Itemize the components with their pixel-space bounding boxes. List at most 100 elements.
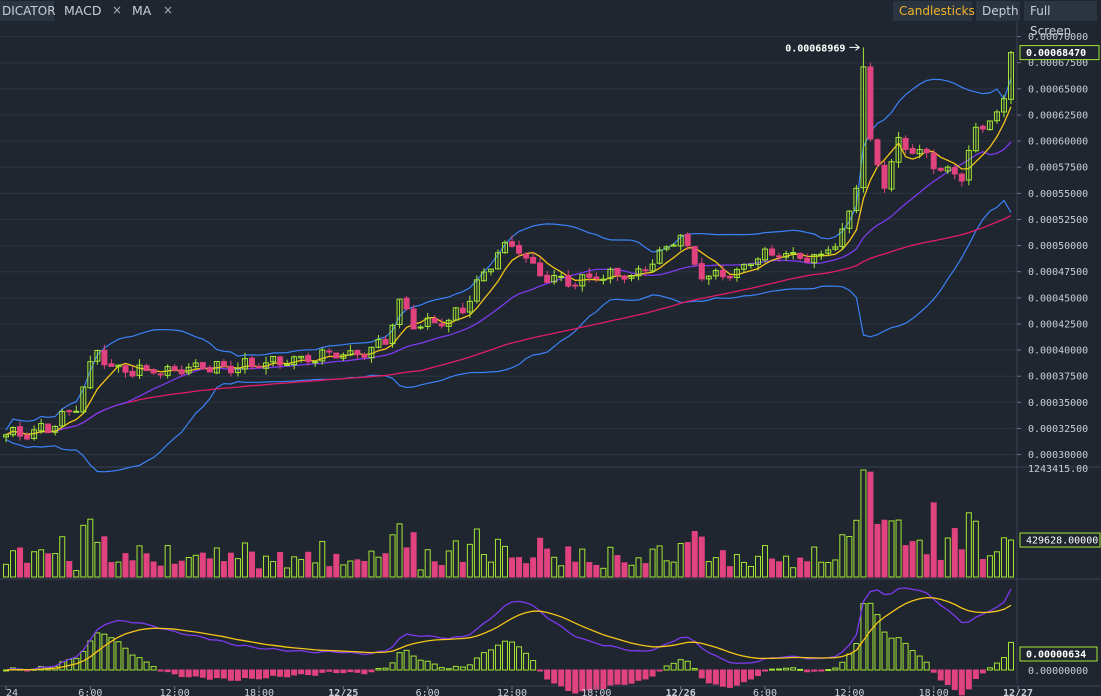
candle-body bbox=[431, 318, 438, 324]
macd-hist-bar bbox=[621, 669, 628, 685]
volume-bar bbox=[776, 561, 783, 578]
candle-body bbox=[783, 253, 790, 258]
candle-body bbox=[80, 386, 87, 413]
volume-bar bbox=[178, 560, 185, 578]
candle-body bbox=[544, 274, 551, 283]
volume-bar bbox=[340, 564, 347, 578]
candle-body bbox=[656, 249, 663, 264]
macd-hist-bar bbox=[607, 669, 614, 686]
candle-body bbox=[523, 253, 530, 259]
macd-hist-bar bbox=[642, 669, 649, 680]
candle-body bbox=[586, 273, 593, 278]
volume-bar bbox=[87, 518, 94, 578]
macd-hist-bar bbox=[628, 669, 635, 684]
time-tick-label: 12/25 bbox=[328, 688, 358, 696]
macd-hist-bar bbox=[895, 637, 902, 671]
volume-bar bbox=[698, 536, 705, 578]
volume-bar bbox=[417, 569, 424, 578]
volume-bar bbox=[445, 550, 452, 578]
candle-body bbox=[516, 245, 523, 254]
bollinger-lower-line bbox=[5, 199, 1012, 473]
candle-body bbox=[993, 111, 1000, 122]
volume-bar bbox=[895, 519, 902, 578]
volume-bar bbox=[375, 556, 382, 578]
candle-body bbox=[220, 361, 227, 367]
macd-hist-bar bbox=[677, 659, 684, 671]
candle-body bbox=[157, 373, 164, 376]
macd-hist-bar bbox=[108, 637, 115, 671]
volume-bar bbox=[143, 553, 150, 578]
candle-body bbox=[206, 367, 213, 373]
volume-bar bbox=[164, 545, 171, 578]
candlesticks-button[interactable]: Candlesticks bbox=[893, 1, 975, 21]
macd-hist-bar bbox=[825, 669, 832, 672]
macd-hist-bar bbox=[726, 669, 733, 688]
candle-body bbox=[797, 252, 804, 259]
candle-body bbox=[284, 363, 291, 366]
price-tick-label: 0.00055000 bbox=[1028, 189, 1088, 200]
volume-bar bbox=[305, 551, 312, 578]
volume-bar bbox=[853, 519, 860, 578]
macd-hist-bar bbox=[192, 669, 199, 677]
volume-bar bbox=[199, 552, 206, 578]
candle-body bbox=[234, 367, 241, 374]
candle-body bbox=[909, 147, 916, 154]
volume-bar bbox=[790, 567, 797, 578]
volume-bar bbox=[621, 562, 628, 578]
volume-bar bbox=[361, 560, 368, 578]
volume-bar bbox=[691, 531, 698, 578]
candle-body bbox=[101, 349, 108, 366]
close-ma-icon[interactable]: × bbox=[163, 3, 174, 17]
candle-body bbox=[986, 120, 993, 131]
volume-bar bbox=[783, 555, 790, 578]
candle-body bbox=[368, 346, 375, 359]
macd-hist-bar bbox=[762, 669, 769, 672]
depth-button[interactable]: Depth bbox=[976, 1, 1020, 21]
macd-hist-bar bbox=[284, 669, 291, 678]
close-macd-icon[interactable]: × bbox=[112, 3, 123, 17]
volume-bar bbox=[614, 555, 621, 578]
candle-body bbox=[937, 167, 944, 171]
macd-hist-bar bbox=[136, 657, 143, 671]
volume-bar bbox=[38, 549, 45, 578]
macd-hist-bar bbox=[600, 669, 607, 690]
tab-macd[interactable]: MACD bbox=[64, 3, 102, 18]
candle-body bbox=[691, 246, 698, 265]
macd-hist-bar bbox=[846, 653, 853, 671]
macd-hist-bar bbox=[804, 669, 811, 673]
candle-body bbox=[832, 246, 839, 250]
volume-bar bbox=[424, 549, 431, 578]
macd-hist-bar bbox=[663, 665, 670, 671]
volume-bar bbox=[986, 555, 993, 578]
candle-body bbox=[558, 275, 565, 278]
volume-bar bbox=[726, 566, 733, 578]
price-tick-label: 0.00047500 bbox=[1028, 267, 1088, 278]
candle-body bbox=[733, 268, 740, 279]
macd-hist-bar bbox=[256, 669, 263, 680]
time-tick-label: 6:00 bbox=[753, 688, 777, 696]
volume-bar bbox=[270, 561, 277, 578]
indicator-button[interactable]: DICATOR bbox=[0, 1, 56, 21]
macd-hist-bar bbox=[473, 657, 480, 671]
macd-hist-bar bbox=[670, 662, 677, 671]
candle-body bbox=[790, 252, 797, 255]
grid-lines bbox=[0, 22, 1101, 687]
full-screen-button[interactable]: Full Screen bbox=[1024, 1, 1097, 38]
volume-bar bbox=[192, 554, 199, 578]
macd-hist-bar bbox=[241, 669, 248, 679]
macd-last-label: 0.00000634 bbox=[1026, 650, 1086, 661]
macd-hist-bar bbox=[979, 669, 986, 674]
candle-body bbox=[241, 358, 248, 370]
price-tick-label: 0.00032500 bbox=[1028, 424, 1088, 435]
candle-body bbox=[649, 263, 656, 272]
macd-hist-bar bbox=[691, 668, 698, 671]
macd-hist-bar bbox=[403, 649, 410, 671]
volume-bar bbox=[867, 471, 874, 578]
macd-hist-bar bbox=[614, 669, 621, 685]
candle-body bbox=[930, 152, 937, 170]
macd-hist-bar bbox=[516, 646, 523, 671]
macd-hist-bar bbox=[874, 614, 881, 671]
candle-body bbox=[944, 166, 951, 172]
candle-body bbox=[923, 148, 930, 154]
tab-ma[interactable]: MA bbox=[132, 3, 152, 18]
